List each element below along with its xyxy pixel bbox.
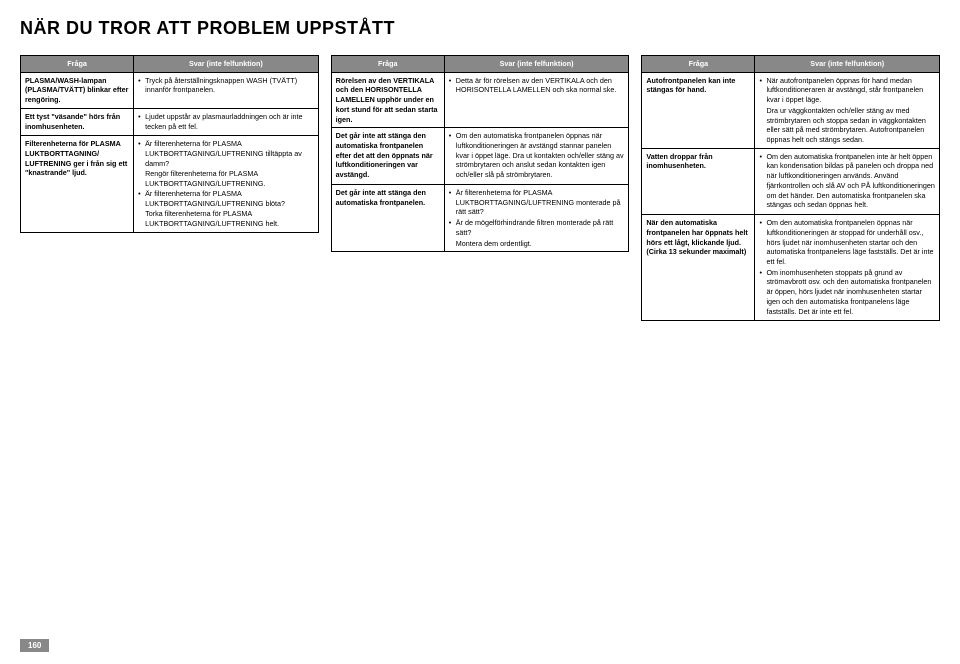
answer-bullet: Tryck på återställningsknappen WASH (TVÄ… [138, 76, 314, 95]
header-question: Fråga [21, 56, 134, 73]
answer-cell: Om den automatiska frontpanelen öppnas n… [444, 128, 629, 185]
question-cell: Ett tyst "väsande" hörs från inomhusenhe… [21, 108, 134, 135]
header-question: Fråga [331, 56, 444, 73]
table-row: Det går inte att stänga den automatiska … [331, 184, 629, 251]
question-cell: Autofrontpanelen kan inte stängas för ha… [642, 72, 755, 148]
page-title: NÄR DU TROR ATT PROBLEM UPPSTÅTT [20, 18, 940, 39]
table-1: Fråga Svar (inte felfunktion) PLASMA/WAS… [20, 55, 319, 233]
answer-sub-text: Torka filterenheterna för PLASMA LUKTBOR… [138, 209, 314, 228]
answer-bullet: Detta är för rörelsen av den VERTIKALA o… [449, 76, 625, 95]
answer-cell: Om den automatiska frontpanelen öppnas n… [755, 215, 940, 321]
answer-bullet: Är filterenheterna för PLASMA LUKTBORTTA… [449, 188, 625, 217]
answer-bullet: Ljudet uppstår av plasmaurladdningen och… [138, 112, 314, 131]
answer-bullet: Om den automatiska frontpanelen öppnas n… [449, 131, 625, 180]
question-cell: Det går inte att stänga den automatiska … [331, 184, 444, 251]
header-answer: Svar (inte felfunktion) [755, 56, 940, 73]
answer-bullet: Om inomhusenheten stoppats på grund av s… [759, 268, 935, 317]
table-row: PLASMA/WASH-lampan (PLASMA/TVÄTT) blinka… [21, 72, 319, 108]
answer-cell: Detta är för rörelsen av den VERTIKALA o… [444, 72, 629, 128]
answer-bullet: Är de mögelförhindrande filtren monterad… [449, 218, 625, 237]
answer-cell: När autofrontpanelen öppnas för hand med… [755, 72, 940, 148]
page-number: 160 [20, 639, 49, 652]
table-row: Ett tyst "väsande" hörs från inomhusenhe… [21, 108, 319, 135]
answer-sub-text: Dra ur väggkontakten och/eller stäng av … [759, 106, 935, 145]
answer-cell: Tryck på återställningsknappen WASH (TVÄ… [134, 72, 319, 108]
question-cell: Rörelsen av den VERTIKALA och den HORISO… [331, 72, 444, 128]
answer-cell: Är filterenheterna för PLASMA LUKTBORTTA… [444, 184, 629, 251]
answer-bullet: När autofrontpanelen öppnas för hand med… [759, 76, 935, 105]
table-row: Filterenheterna för PLASMA LUKTBORTTAGNI… [21, 136, 319, 232]
answer-bullet: Om den automatiska frontpanelen inte är … [759, 152, 935, 210]
question-cell: När den automatiska frontpanelen har öpp… [642, 215, 755, 321]
table-row: När den automatiska frontpanelen har öpp… [642, 215, 940, 321]
tbody-3: Autofrontpanelen kan inte stängas för ha… [642, 72, 940, 321]
question-cell: Vatten droppar från inomhusenheten. [642, 148, 755, 214]
tbody-1: PLASMA/WASH-lampan (PLASMA/TVÄTT) blinka… [21, 72, 319, 232]
table-row: Vatten droppar från inomhusenheten.Om de… [642, 148, 940, 214]
table-row: Det går inte att stänga den automatiska … [331, 128, 629, 185]
header-answer: Svar (inte felfunktion) [134, 56, 319, 73]
table-2: Fråga Svar (inte felfunktion) Rörelsen a… [331, 55, 630, 252]
answer-cell: Är filterenheterna för PLASMA LUKTBORTTA… [134, 136, 319, 232]
answer-bullet: Är filterenheterna för PLASMA LUKTBORTTA… [138, 139, 314, 168]
answer-sub-text: Rengör filterenheterna för PLASMA LUKTBO… [138, 169, 314, 188]
answer-cell: Om den automatiska frontpanelen inte är … [755, 148, 940, 214]
tbody-2: Rörelsen av den VERTIKALA och den HORISO… [331, 72, 629, 252]
troubleshooting-columns: Fråga Svar (inte felfunktion) PLASMA/WAS… [20, 55, 940, 321]
answer-bullet: Om den automatiska frontpanelen öppnas n… [759, 218, 935, 267]
column-2: Fråga Svar (inte felfunktion) Rörelsen a… [331, 55, 630, 321]
question-cell: Filterenheterna för PLASMA LUKTBORTTAGNI… [21, 136, 134, 232]
question-cell: PLASMA/WASH-lampan (PLASMA/TVÄTT) blinka… [21, 72, 134, 108]
column-3: Fråga Svar (inte felfunktion) Autofrontp… [641, 55, 940, 321]
column-1: Fråga Svar (inte felfunktion) PLASMA/WAS… [20, 55, 319, 321]
answer-bullet: Är filterenheterna för PLASMA LUKTBORTTA… [138, 189, 314, 208]
answer-sub-text: Montera dem ordentligt. [449, 239, 625, 249]
table-3: Fråga Svar (inte felfunktion) Autofrontp… [641, 55, 940, 321]
table-row: Rörelsen av den VERTIKALA och den HORISO… [331, 72, 629, 128]
question-cell: Det går inte att stänga den automatiska … [331, 128, 444, 185]
header-question: Fråga [642, 56, 755, 73]
header-answer: Svar (inte felfunktion) [444, 56, 629, 73]
answer-cell: Ljudet uppstår av plasmaurladdningen och… [134, 108, 319, 135]
table-row: Autofrontpanelen kan inte stängas för ha… [642, 72, 940, 148]
